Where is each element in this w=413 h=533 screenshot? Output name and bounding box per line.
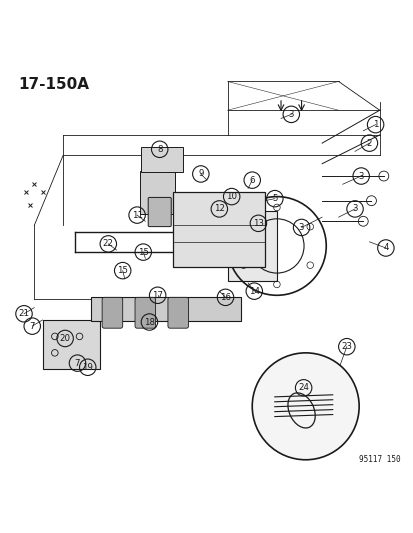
Text: 21: 21 [19,309,29,318]
Text: 20: 20 [59,334,71,343]
FancyBboxPatch shape [140,147,182,172]
Text: 6: 6 [249,176,254,184]
Text: 24: 24 [297,383,309,392]
Text: 9: 9 [198,169,203,179]
FancyBboxPatch shape [91,296,240,321]
Text: 5: 5 [271,194,277,203]
FancyBboxPatch shape [173,192,265,268]
Text: 8: 8 [157,145,162,154]
Text: 14: 14 [248,287,259,296]
Text: 4: 4 [382,244,388,253]
Circle shape [252,353,358,460]
Text: 3: 3 [358,172,363,181]
FancyBboxPatch shape [140,171,175,214]
Text: 19: 19 [82,363,93,372]
Text: 17-150A: 17-150A [18,77,89,92]
Text: 23: 23 [340,342,351,351]
Text: 3: 3 [298,223,304,232]
FancyBboxPatch shape [102,297,122,328]
Text: 7: 7 [74,359,80,368]
Text: 11: 11 [131,211,142,220]
FancyBboxPatch shape [168,297,188,328]
Text: 22: 22 [102,239,114,248]
Text: 16: 16 [219,293,230,302]
Text: 15: 15 [138,248,148,256]
Text: 3: 3 [288,110,293,119]
FancyBboxPatch shape [148,197,171,227]
Text: 1: 1 [372,120,377,129]
FancyBboxPatch shape [227,211,276,281]
Text: 18: 18 [144,318,154,327]
FancyBboxPatch shape [135,297,155,328]
Text: 12: 12 [214,205,224,213]
Text: 2: 2 [366,139,371,148]
Text: 13: 13 [252,219,263,228]
Text: 10: 10 [225,192,237,201]
Text: 95117 150: 95117 150 [358,455,399,464]
Text: 15: 15 [117,266,128,275]
FancyBboxPatch shape [43,320,100,369]
Text: 17: 17 [152,291,163,300]
Text: 3: 3 [351,205,357,213]
Text: 7: 7 [29,321,35,330]
